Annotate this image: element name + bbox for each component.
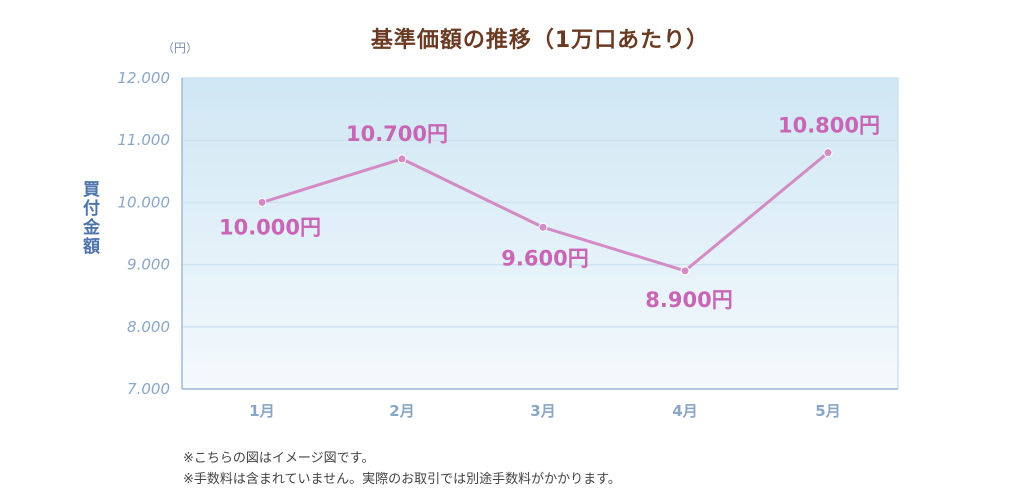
data-label: 8.900円 bbox=[645, 288, 732, 312]
y-tick-label: 7.000 bbox=[127, 380, 170, 398]
y-tick-label: 9.000 bbox=[127, 256, 170, 274]
data-label: 9.600円 bbox=[501, 246, 588, 270]
y-axis-label: 買付金額 bbox=[79, 180, 99, 256]
data-point bbox=[823, 148, 833, 158]
x-tick-label: 2月 bbox=[389, 402, 414, 420]
data-point bbox=[680, 266, 690, 276]
y-axis-ticks: 12.000 11.000 10.000 9.000 8.000 7.000 bbox=[118, 69, 171, 398]
plot-area bbox=[182, 78, 898, 389]
x-tick-label: 5月 bbox=[815, 402, 840, 420]
x-tick-label: 4月 bbox=[672, 402, 697, 420]
data-label: 10.000円 bbox=[219, 215, 321, 239]
footnotes: ※こちらの図はイメージ図です。 ※手数料は含まれていません。実際のお取引では別途… bbox=[183, 448, 621, 490]
data-point bbox=[257, 197, 267, 207]
footnote-2: ※手数料は含まれていません。実際のお取引では別途手数料がかかります。 bbox=[183, 472, 621, 487]
y-tick-label: 10.000 bbox=[118, 193, 171, 211]
x-axis-ticks: 1月 2月 3月 4月 5月 bbox=[249, 402, 840, 420]
chart-title: 基準価額の推移（1万口あたり） bbox=[370, 28, 710, 53]
footnote-1: ※こちらの図はイメージ図です。 bbox=[183, 451, 375, 466]
y-tick-label: 8.000 bbox=[127, 318, 170, 336]
series-line bbox=[257, 148, 833, 276]
unit-label: （円） bbox=[162, 41, 199, 55]
x-tick-label: 1月 bbox=[249, 402, 274, 420]
y-tick-label: 11.000 bbox=[118, 131, 171, 149]
grid-lines bbox=[181, 77, 899, 390]
y-tick-label: 12.000 bbox=[118, 69, 171, 87]
data-label: 10.800円 bbox=[778, 114, 880, 138]
data-point bbox=[397, 154, 407, 164]
data-point bbox=[538, 222, 548, 232]
data-label: 10.700円 bbox=[346, 122, 448, 146]
x-tick-label: 3月 bbox=[530, 402, 555, 420]
data-labels: 10.000円 10.700円 9.600円 8.900円 10.800円 bbox=[219, 114, 880, 312]
